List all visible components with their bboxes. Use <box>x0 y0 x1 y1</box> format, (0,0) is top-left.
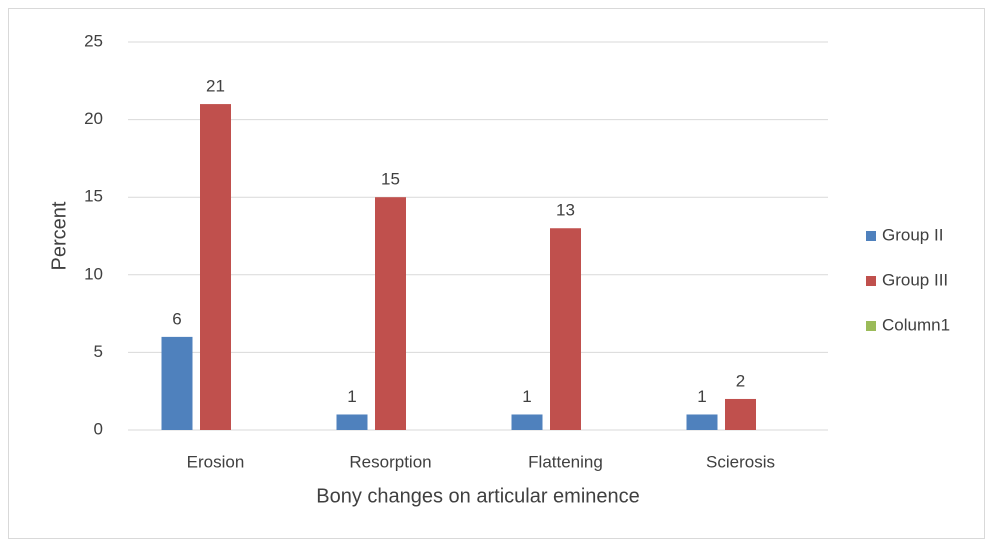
legend-swatch <box>866 321 876 331</box>
legend-label: Group III <box>882 270 948 289</box>
data-label: 1 <box>522 387 531 406</box>
y-axis-title: Percent <box>48 201 70 270</box>
legend-label: Column1 <box>882 315 950 334</box>
data-label: 1 <box>697 387 706 406</box>
x-tick-label: Erosion <box>187 452 245 471</box>
data-label: 13 <box>556 201 575 220</box>
y-tick-label: 5 <box>94 342 103 361</box>
legend-swatch <box>866 276 876 286</box>
y-tick-label: 25 <box>84 31 103 50</box>
data-label: 2 <box>736 371 745 390</box>
x-axis-title: Bony changes on articular eminence <box>316 485 640 507</box>
x-tick-label: Flattening <box>528 452 603 471</box>
data-label: 1 <box>347 387 356 406</box>
bar <box>511 414 543 430</box>
bar <box>725 398 756 430</box>
y-tick-label: 20 <box>84 109 103 128</box>
x-tick-label: Resorption <box>349 452 431 471</box>
bar <box>686 414 718 430</box>
y-tick-label: 0 <box>94 419 103 438</box>
legend-label: Group II <box>882 225 943 244</box>
bar <box>200 104 231 430</box>
chart-frame <box>8 8 985 539</box>
data-label: 15 <box>381 170 400 189</box>
data-label: 6 <box>172 309 181 328</box>
bar <box>161 336 193 430</box>
legend-swatch <box>866 231 876 241</box>
y-tick-label: 15 <box>84 187 103 206</box>
data-label: 21 <box>206 77 225 96</box>
x-tick-label: Scierosis <box>706 452 775 471</box>
bar <box>336 414 368 430</box>
y-tick-label: 10 <box>84 264 103 283</box>
bar <box>375 197 406 430</box>
bar <box>550 228 581 430</box>
